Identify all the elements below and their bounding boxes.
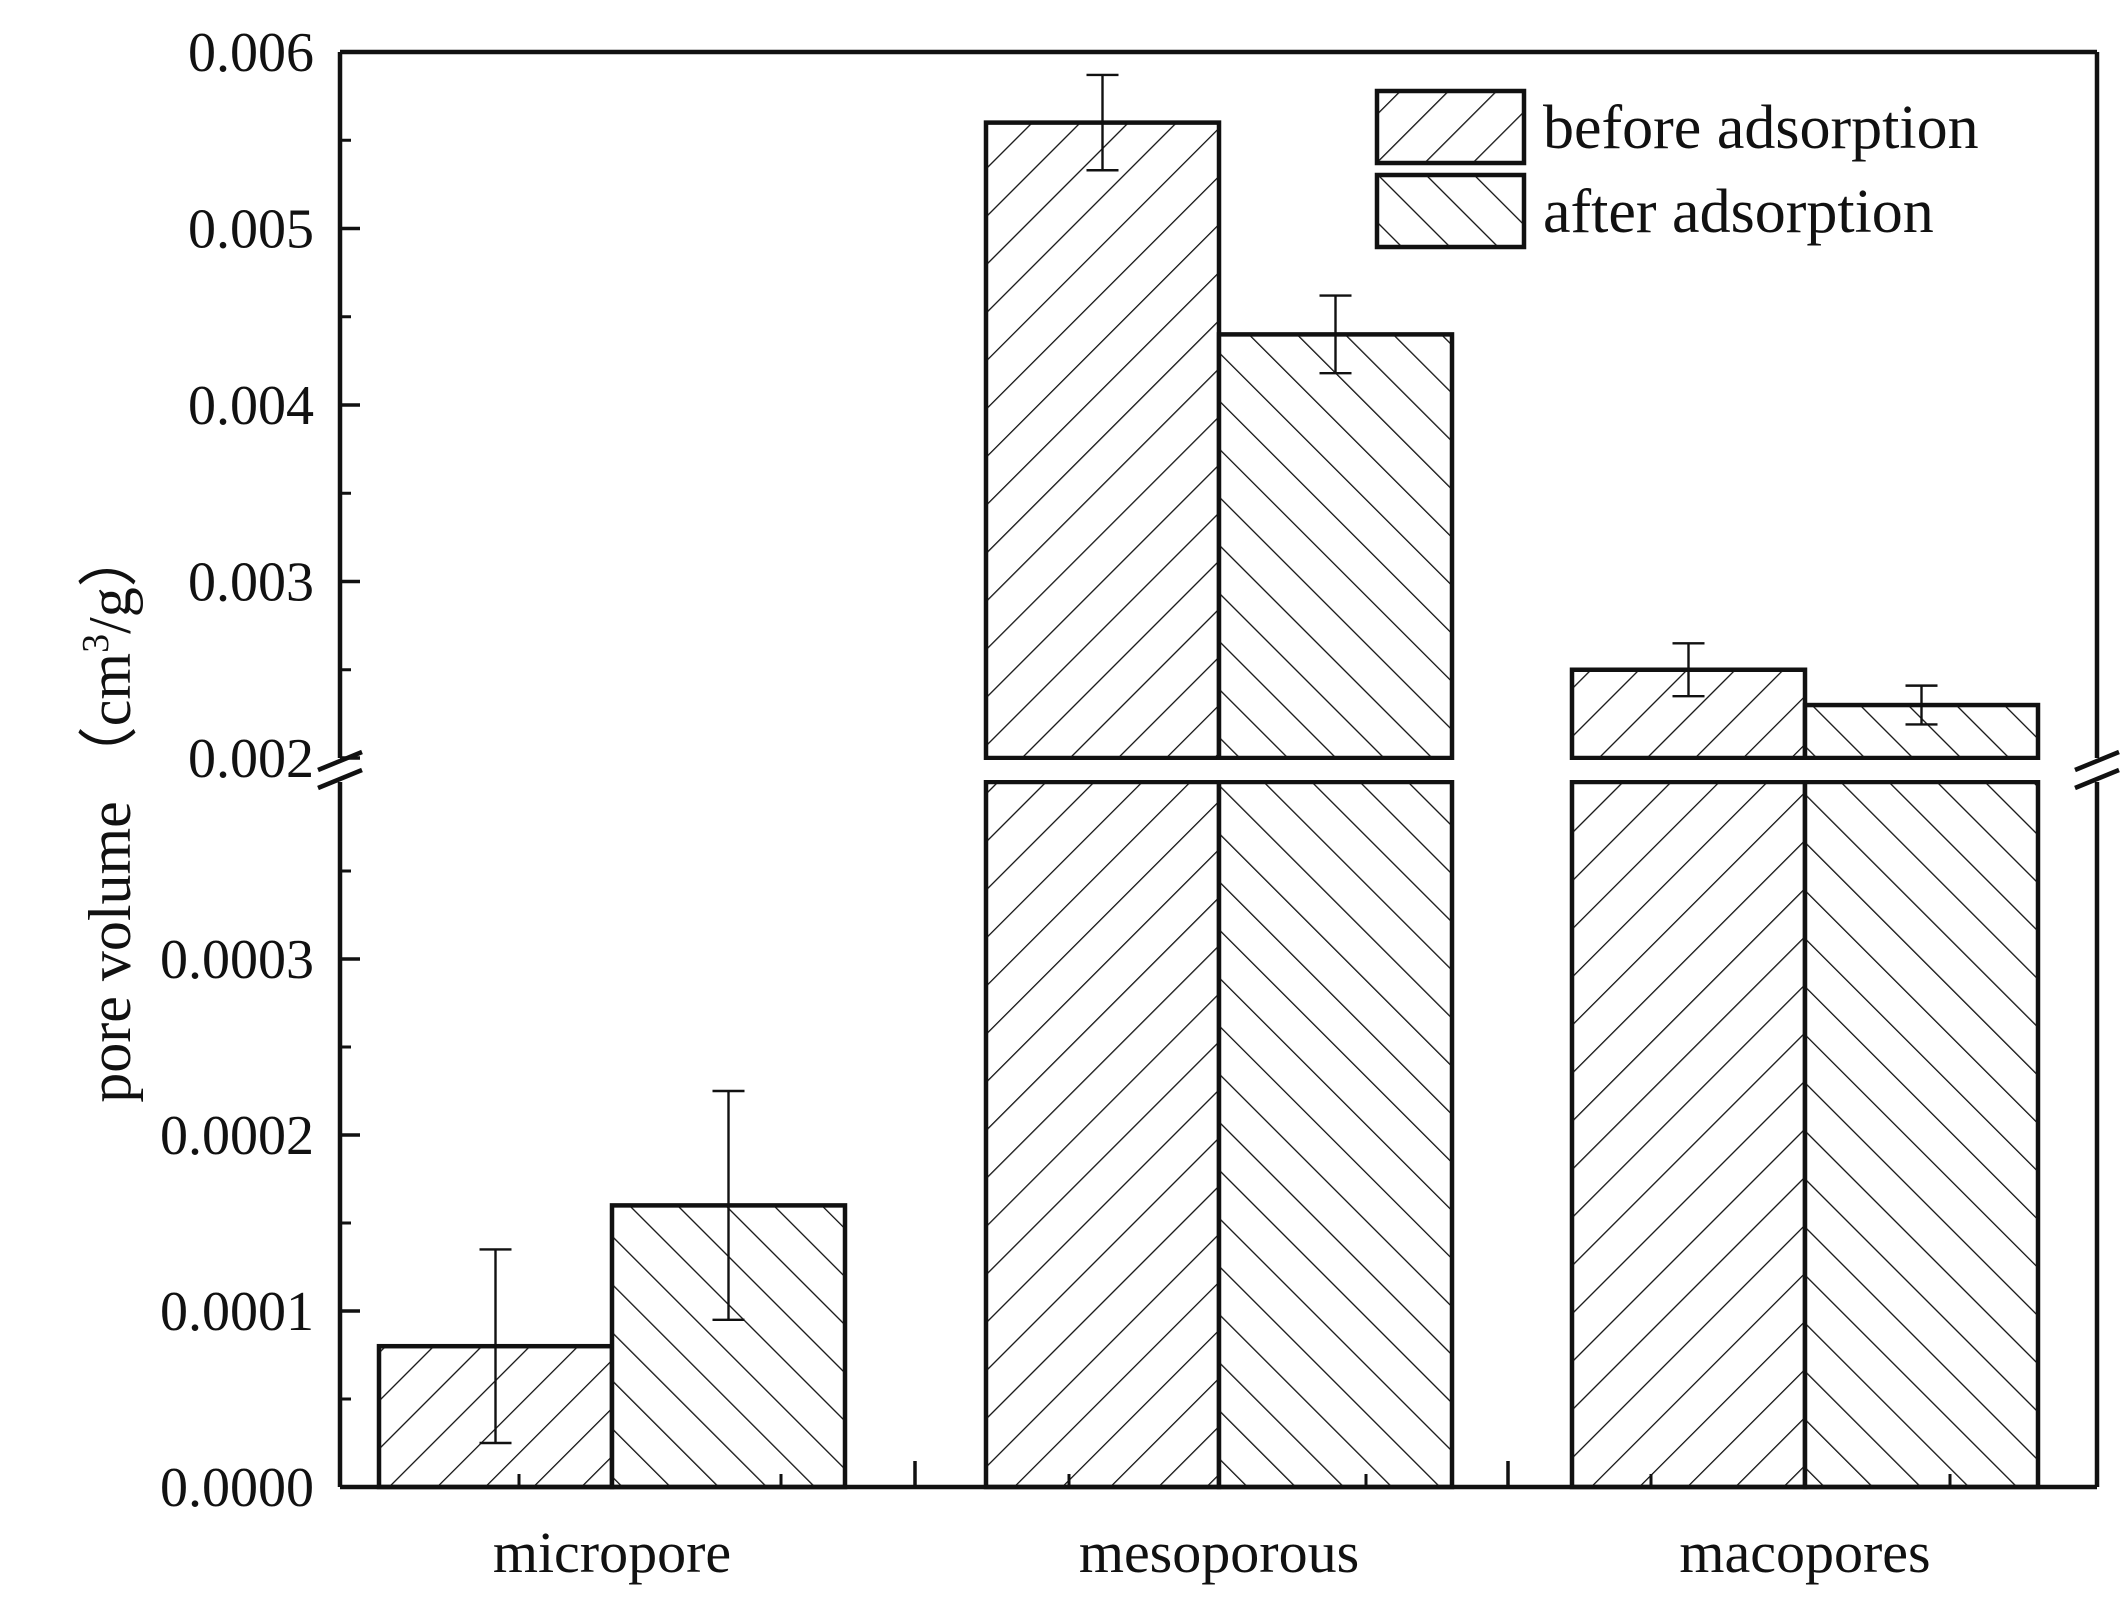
y-tick-label-0.006: 0.006 (188, 22, 314, 84)
y-tick-label-0.0000: 0.0000 (160, 1457, 314, 1519)
y-tick-label-0.005: 0.005 (188, 199, 314, 261)
bar-mesoporous-before-upper (983, 120, 1222, 761)
legend: before adsorption after adsorption (1374, 88, 1979, 250)
error-bar-macopores-before (1672, 642, 1705, 698)
tick-labels-group: 0.002 0.003 0.004 0.005 0.006 0.0000 0.0001 0.0… (160, 22, 314, 1519)
bar-macopores-before-break-gap (1569, 760, 1808, 780)
y-tick-label-0.004: 0.004 (188, 375, 314, 437)
error-bar-micropore-after (712, 1089, 745, 1322)
error-bar-macopores-after (1905, 684, 1938, 726)
error-bars-group (479, 73, 1938, 1445)
bar-mesoporous-after-lower (1216, 779, 1455, 1490)
axis-break-mark-left (314, 749, 366, 791)
legend-swatch-after (1374, 172, 1527, 250)
y-tick-label-0.003: 0.003 (188, 552, 314, 614)
bars-group (376, 120, 2041, 1490)
bar-mesoporous-after-break-gap (1216, 760, 1455, 780)
legend-swatch-before (1374, 88, 1527, 166)
y-axis-title: pore volume （cm3/g） (75, 527, 143, 1103)
error-bar-mesoporous-before (1086, 73, 1119, 172)
y-tick-label-0.0003: 0.0003 (160, 929, 314, 991)
bar-mesoporous-after-upper (1216, 332, 1455, 761)
y-tick-label-0.0002: 0.0002 (160, 1105, 314, 1167)
bar-macopores-after-break-gap (1802, 760, 2041, 780)
legend-label-after: after adsorption (1543, 178, 1934, 246)
category-label-micropore: micropore (493, 1520, 731, 1585)
bar-macopores-after-upper (1802, 702, 2041, 761)
y-axis-title-tail: /g） (77, 527, 143, 634)
category-label-mesoporous: mesoporous (1079, 1520, 1359, 1585)
y-tick-label-0.0001: 0.0001 (160, 1281, 314, 1343)
bar-macopores-after-lower (1802, 779, 2041, 1490)
error-bar-micropore-before (479, 1248, 512, 1445)
y-axis-title-sup: 3 (75, 634, 117, 653)
axes-group (314, 49, 2123, 1490)
axis-break-mark-right (2071, 749, 2123, 791)
category-label-macopores: macopores (1679, 1520, 1930, 1585)
y-axis-title-main: pore volume （cm (77, 653, 143, 1103)
legend-label-before: before adsorption (1543, 94, 1979, 162)
category-labels-group: micropore mesoporous macopores (493, 1520, 1931, 1585)
y-tick-label-0.002: 0.002 (188, 728, 314, 790)
bar-macopores-before-lower (1569, 779, 1808, 1490)
bar-mesoporous-before-break-gap (983, 760, 1222, 780)
bar-mesoporous-before-lower (983, 779, 1222, 1490)
error-bar-mesoporous-after (1319, 294, 1352, 375)
